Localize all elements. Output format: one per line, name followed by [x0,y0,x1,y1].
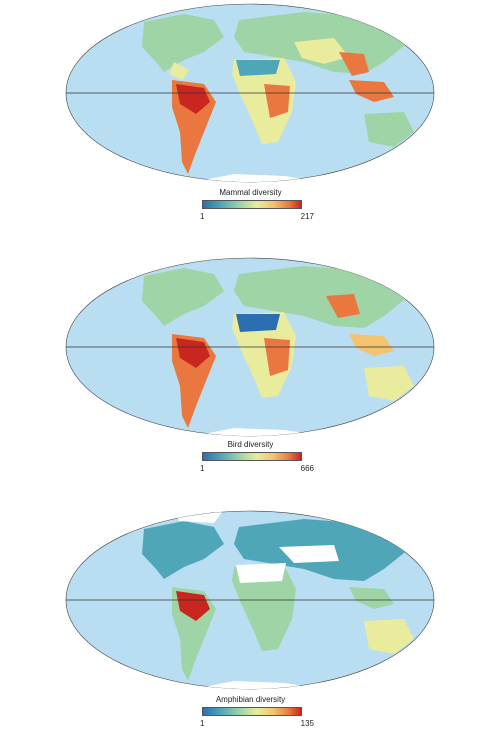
legend-title: Amphibian diversity [215,695,286,704]
legend-max: 666 [300,464,314,473]
australia [364,112,414,147]
legend-min: 1 [200,464,205,473]
legend-max: 135 [300,719,314,728]
legend-min: 1 [200,719,205,728]
australia [364,619,414,654]
australia [364,366,414,401]
north-america [142,268,224,326]
colorbar [202,200,302,209]
colorbar [202,452,302,461]
africa [232,58,296,144]
amphibian-world-map [65,510,435,690]
legend-title: Mammal diversity [219,188,282,197]
legend-min: 1 [200,212,205,221]
mammal-world-map [65,3,435,183]
legend-title: Bird diversity [227,440,274,449]
bird-world-map [65,257,435,437]
africa [232,312,296,398]
north-america [142,14,224,72]
africa [232,565,296,651]
north-america [142,521,224,579]
eurasia [234,266,409,328]
legend-max: 217 [300,212,314,221]
colorbar [202,707,302,716]
